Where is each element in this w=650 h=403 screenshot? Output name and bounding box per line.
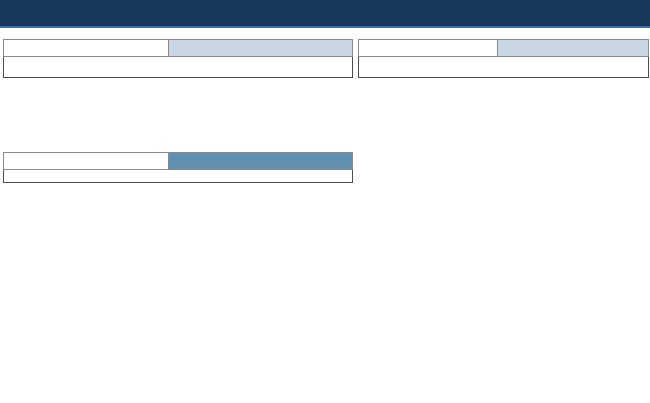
rendimenti-chart (356, 148, 648, 401)
commodities-title-cell (358, 39, 498, 57)
obbligazioni-header-band (167, 152, 354, 170)
commodities-table (358, 39, 650, 78)
rendimenti-chart-svg (356, 148, 648, 401)
commodities-performance-header (496, 39, 650, 57)
obbligazioni-panel (3, 152, 354, 183)
commodities-panel (358, 39, 650, 78)
header-bar (0, 0, 650, 28)
obbligazioni-table (3, 152, 354, 183)
cambi-table (2, 39, 354, 78)
cambi-title-cell (2, 39, 170, 57)
cambi-panel (2, 39, 354, 78)
cambi-performance-header (168, 39, 354, 57)
obbligazioni-title-cell (3, 152, 169, 170)
